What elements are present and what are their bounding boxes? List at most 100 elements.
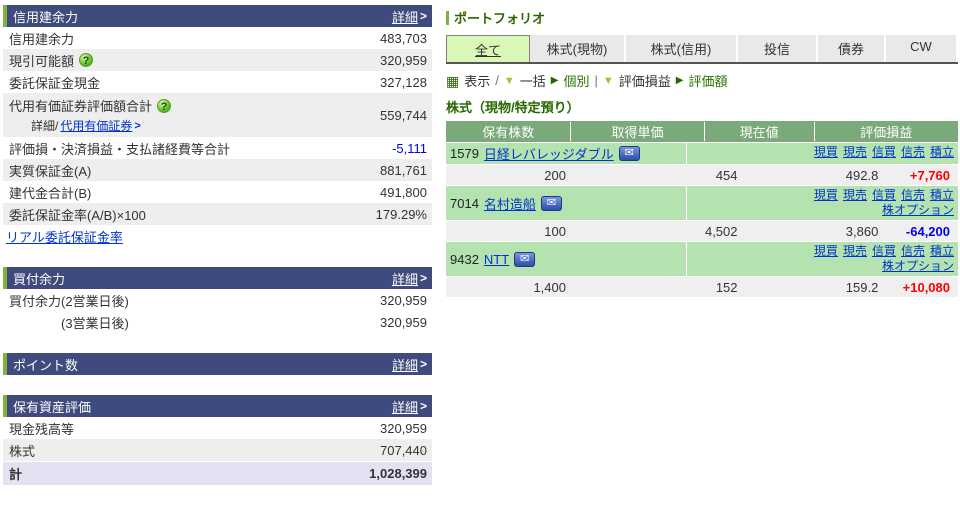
cash-buy-link[interactable]: 現買 [813,244,838,258]
cash-sell-link[interactable]: 現売 [842,188,867,202]
detail-link[interactable]: 詳細 > [391,357,427,373]
trade-links: 現買 現売 信買 信売 積立 [687,143,958,164]
row-realtime-margin-ratio: リアル委託保証金率 [3,225,432,247]
row-label: 買付余力(2営業日後) [9,293,129,309]
shares-value: 1,400 [533,279,566,295]
view-mode-batch[interactable]: 一括 [519,74,546,89]
stock-name-link[interactable]: NTT [483,251,510,267]
view-mode-pl[interactable]: 評価損益 [618,74,671,89]
tab-all[interactable]: 全て [446,35,530,62]
margin-sell-link[interactable]: 信売 [900,188,925,202]
mail-icon[interactable]: ✉ [540,195,562,211]
row-label: 代用有価証券評価額合計 [9,99,153,114]
row-value: 707,440 [380,442,427,458]
stock-data-row-7014: 100 4,502 3,860 -64,200 [446,220,958,241]
section-title: 買付余力 [13,271,66,287]
accent-bar [3,395,7,417]
stock-option-link[interactable]: 株オプション [881,203,954,217]
section-header-asset-valuation: 保有資産評価 詳細 > [3,395,432,417]
accumulate-link[interactable]: 積立 [929,145,954,159]
row-label: 建代金合計(B) [9,185,92,201]
accumulate-link[interactable]: 積立 [929,188,954,202]
display-label[interactable]: 表示 [464,74,491,89]
row-value: 320,959 [380,292,427,308]
detail-link[interactable]: 詳細 > [391,399,427,415]
col-header-shares: 保有株数 [446,122,572,141]
shares-value: 200 [544,167,566,183]
section-title: 信用建余力 [13,9,79,25]
slash-separator: / [495,73,499,88]
row-cash-balance: 現金残高等 320,959 [3,417,432,439]
section-buying-power: 買付余力 詳細 > 買付余力(2営業日後) 320,959 (3営業日後) 320… [3,267,432,333]
stock-name-link[interactable]: 名村造船 [483,196,536,212]
cash-sell-link[interactable]: 現売 [842,145,867,159]
view-toolbar: ▦ 表示 / ▼ 一括 ▶ 個別 | ▼ 評価損益 ▶ 評価額 [446,64,958,95]
stock-name-row-7014: 7014 名村造船 ✉ 現買 現売 信買 信売 積立 株オプション [446,185,958,220]
row-value: 320,959 [380,420,427,436]
mail-icon[interactable]: ✉ [514,251,536,267]
portfolio-title: ポートフォリオ [446,5,958,35]
row-value: 327,128 [380,74,427,90]
substitute-securities-link[interactable]: 代用有価証券 [60,119,133,133]
cash-sell-link[interactable]: 現売 [842,244,867,258]
pl-value: -64,200 [905,223,950,239]
accumulate-link[interactable]: 積立 [929,244,954,258]
stock-name-row-9432: 9432 NTT ✉ 現買 現売 信買 信売 積立 株オプション [446,241,958,276]
cash-buy-link[interactable]: 現買 [813,188,838,202]
triangle-down-icon: ▼ [503,74,515,87]
help-icon[interactable]: ? [157,98,172,113]
row-open-position-total: 建代金合計(B) 491,800 [3,181,432,203]
detail-link[interactable]: 詳細 > [391,9,427,25]
price-value: 492.8 [845,167,879,183]
pipe-separator: | [594,73,598,88]
triangle-down-icon: ▼ [602,74,614,87]
margin-buy-link[interactable]: 信買 [871,188,896,202]
section-title: 保有資産評価 [13,399,92,415]
row-cash-withdrawable: 現引可能額? 320,959 [3,49,432,71]
help-icon[interactable]: ? [79,53,94,67]
row-substitute-securities: 代用有価証券評価額合計? 詳細/代用有価証券 > 559,744 [3,93,432,137]
cash-buy-link[interactable]: 現買 [813,145,838,159]
section-header-buying-power: 買付余力 詳細 > [3,267,432,289]
row-stocks-value: 株式 707,440 [3,439,432,461]
pl-value: +10,080 [902,279,950,295]
sub-prefix: 詳細/ [31,119,59,133]
tab-stock-cash[interactable]: 株式(現物) [530,35,626,62]
row-net-deposit: 実質保証金(A) 881,761 [3,159,432,181]
trade-links: 現買 現売 信買 信売 積立 株オプション [687,186,958,220]
row-label: 委託保証金率(A/B)×100 [9,207,146,223]
margin-buy-link[interactable]: 信買 [871,145,896,159]
tab-bonds[interactable]: 債券 [818,35,886,62]
view-mode-individual[interactable]: 個別 [563,74,590,89]
table-view-icon[interactable]: ▦ [446,72,460,89]
mail-icon[interactable]: ✉ [618,146,640,161]
detail-link[interactable]: 詳細 > [391,271,427,287]
row-label: 評価損・決済損益・支払諸経費等合計 [9,141,231,157]
row-value: 179.29% [375,206,427,222]
view-mode-value[interactable]: 評価額 [688,74,728,89]
tab-stock-margin[interactable]: 株式(信用) [626,35,738,62]
section-title: ポイント数 [13,357,79,373]
row-value: 320,959 [380,52,427,68]
account-summary-panel: 信用建余力 詳細 > 信用建余力 483,703 現引可能額? 320,959 委… [3,5,432,505]
col-header-pl: 評価損益 [860,125,913,140]
tab-funds[interactable]: 投信 [738,35,818,62]
chevron-right-icon: > [419,357,427,371]
stock-code: 7014 [450,195,479,211]
margin-sell-link[interactable]: 信売 [900,145,925,159]
margin-buy-link[interactable]: 信買 [871,244,896,258]
realtime-margin-ratio-link[interactable]: リアル委託保証金率 [6,229,123,245]
section-margin-power: 信用建余力 詳細 > 信用建余力 483,703 現引可能額? 320,959 委… [3,5,432,247]
stock-name-link[interactable]: 日経レバレッジダブル [483,147,614,162]
cost-value: 4,502 [704,223,738,239]
stock-data-row-9432: 1,400 152 159.2 +10,080 [446,276,958,297]
tab-cw[interactable]: CW [886,35,956,62]
row-label: 現引可能額 [9,53,75,69]
margin-sell-link[interactable]: 信売 [900,244,925,258]
row-label: 信用建余力 [9,31,75,47]
row-value: 559,744 [380,107,427,123]
row-label: 実質保証金(A) [9,163,92,179]
stock-data-row-1579: 200 454 492.8 +7,760 [446,164,958,185]
chevron-right-icon: > [419,9,427,23]
stock-option-link[interactable]: 株オプション [881,259,954,273]
